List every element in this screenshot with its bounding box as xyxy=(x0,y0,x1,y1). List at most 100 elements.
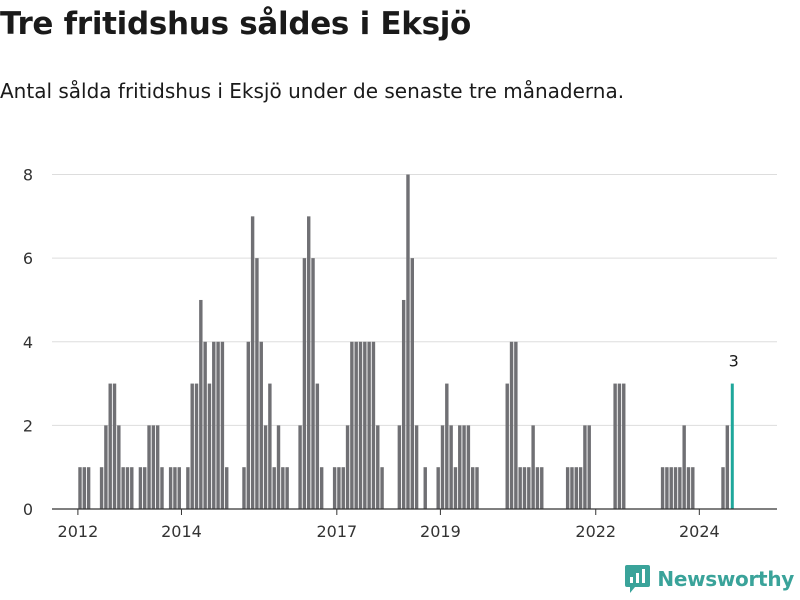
bar[interactable] xyxy=(531,425,535,509)
bar[interactable] xyxy=(587,425,591,509)
bar[interactable] xyxy=(332,467,337,509)
bar[interactable] xyxy=(514,341,518,509)
bar[interactable] xyxy=(82,467,87,509)
bar[interactable] xyxy=(99,467,104,509)
bar[interactable] xyxy=(173,467,177,509)
bar[interactable] xyxy=(130,467,134,509)
bar[interactable] xyxy=(578,467,583,509)
bar[interactable] xyxy=(669,467,673,509)
bar[interactable] xyxy=(281,467,285,509)
bar[interactable] xyxy=(406,174,410,509)
bar[interactable] xyxy=(436,467,440,509)
bar[interactable] xyxy=(458,425,462,509)
bar[interactable] xyxy=(380,467,384,509)
bar[interactable] xyxy=(125,467,130,509)
bar[interactable] xyxy=(660,467,665,509)
bar[interactable] xyxy=(475,467,479,509)
brand-logo[interactable]: Newsworthy xyxy=(625,565,794,593)
bar[interactable] xyxy=(505,383,509,509)
bar[interactable] xyxy=(108,383,112,509)
bar[interactable] xyxy=(423,467,427,509)
bar[interactable] xyxy=(565,467,570,509)
bar[interactable] xyxy=(725,425,730,509)
bar[interactable] xyxy=(194,383,199,509)
bar[interactable] xyxy=(250,216,255,509)
bar[interactable] xyxy=(199,299,203,509)
bar[interactable] xyxy=(112,383,117,509)
bar[interactable] xyxy=(453,467,458,509)
bar[interactable] xyxy=(337,467,341,509)
bar[interactable] xyxy=(397,425,402,509)
bar[interactable] xyxy=(535,467,540,509)
bar[interactable] xyxy=(78,467,82,509)
bar[interactable] xyxy=(220,341,225,509)
bar[interactable] xyxy=(104,425,108,509)
bar[interactable] xyxy=(307,216,311,509)
bar[interactable] xyxy=(691,467,695,509)
bar[interactable] xyxy=(319,467,324,509)
bar[interactable] xyxy=(401,299,406,509)
bar[interactable] xyxy=(371,341,376,509)
bar[interactable] xyxy=(207,383,212,509)
bar[interactable] xyxy=(86,467,91,509)
bar[interactable] xyxy=(509,341,514,509)
bar[interactable] xyxy=(121,467,125,509)
bar[interactable] xyxy=(315,383,320,509)
bar[interactable] xyxy=(358,341,363,509)
bar[interactable] xyxy=(242,467,246,509)
bar[interactable] xyxy=(574,467,578,509)
bar[interactable] xyxy=(143,467,147,509)
bar[interactable] xyxy=(440,425,445,509)
bar[interactable] xyxy=(622,383,626,509)
bar[interactable] xyxy=(263,425,268,509)
bar[interactable] xyxy=(363,341,367,509)
bar[interactable] xyxy=(583,425,587,509)
bar[interactable] xyxy=(246,341,251,509)
bar[interactable] xyxy=(522,467,527,509)
bar[interactable] xyxy=(117,425,121,509)
bar[interactable] xyxy=(311,258,315,509)
bar[interactable] xyxy=(216,341,220,509)
bar[interactable] xyxy=(686,467,691,509)
bar[interactable] xyxy=(613,383,617,509)
bar[interactable] xyxy=(302,258,307,509)
bar[interactable] xyxy=(272,467,276,509)
bar[interactable] xyxy=(268,383,272,509)
bar[interactable] xyxy=(462,425,466,509)
bar[interactable] xyxy=(410,258,414,509)
bar[interactable] xyxy=(376,425,380,509)
bar[interactable] xyxy=(540,467,544,509)
bar[interactable] xyxy=(203,341,207,509)
bar[interactable] xyxy=(445,383,449,509)
bar[interactable] xyxy=(617,383,622,509)
bar[interactable] xyxy=(212,341,216,509)
bar[interactable] xyxy=(138,467,143,509)
bar[interactable] xyxy=(255,258,259,509)
bar[interactable] xyxy=(518,467,522,509)
bar[interactable] xyxy=(354,341,358,509)
bar[interactable] xyxy=(190,383,194,509)
bar[interactable] xyxy=(151,425,156,509)
bar[interactable] xyxy=(345,425,350,509)
bar[interactable] xyxy=(147,425,151,509)
bar[interactable] xyxy=(414,425,419,509)
bar[interactable] xyxy=(276,425,281,509)
bar[interactable] xyxy=(186,467,190,509)
bar[interactable] xyxy=(449,425,453,509)
bar[interactable] xyxy=(168,467,173,509)
bar[interactable] xyxy=(350,341,354,509)
bar[interactable] xyxy=(298,425,302,509)
highlight-bar[interactable] xyxy=(730,383,734,509)
bar[interactable] xyxy=(721,467,725,509)
bar[interactable] xyxy=(673,467,678,509)
bar[interactable] xyxy=(466,425,471,509)
bar[interactable] xyxy=(570,467,574,509)
bar[interactable] xyxy=(341,467,345,509)
bar[interactable] xyxy=(259,341,263,509)
bar[interactable] xyxy=(160,467,164,509)
bar[interactable] xyxy=(367,341,371,509)
bar[interactable] xyxy=(285,467,289,509)
bar[interactable] xyxy=(471,467,475,509)
bar[interactable] xyxy=(155,425,160,509)
bar[interactable] xyxy=(177,467,181,509)
